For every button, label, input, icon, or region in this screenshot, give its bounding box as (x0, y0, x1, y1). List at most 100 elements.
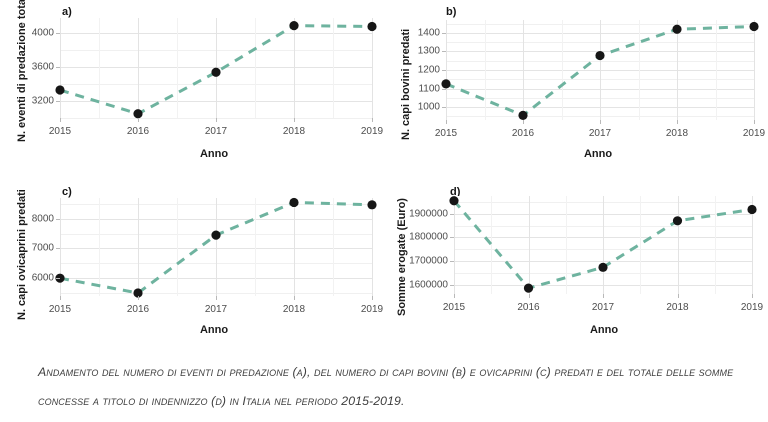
data-point (747, 204, 757, 215)
data-point (749, 21, 759, 32)
x-tick-label: 2015 (434, 128, 458, 139)
x-tick-label: 2017 (588, 128, 612, 139)
y-axis-title-c: N. capi ovicaprini predati (16, 189, 28, 320)
chart-panel-c: c) N. capi ovicaprini predati Anno 6000 7… (0, 174, 384, 348)
x-tick-mark (138, 118, 139, 122)
y-tick-label: 1400 (417, 27, 440, 39)
y-tick-mark (442, 32, 446, 34)
chart-panel-a: a) N. eventi di predazione totali Anno 3… (0, 0, 384, 174)
gridline-vertical (523, 20, 524, 120)
data-point (441, 79, 451, 89)
gridline-vertical-minor (255, 198, 256, 296)
x-tick-mark (528, 294, 530, 298)
data-series-a (55, 21, 377, 119)
x-tick-mark (523, 120, 524, 124)
y-tick-label: 1900000 (409, 208, 448, 220)
x-tick-label: 2019 (360, 304, 384, 315)
y-tick-label: 6000 (31, 272, 54, 284)
y-tick-label: 3200 (31, 95, 54, 107)
data-point (598, 262, 608, 272)
y-tick-mark (442, 107, 446, 109)
data-series-c (55, 197, 377, 298)
gridline-vertical-minor (333, 18, 334, 118)
data-point (367, 200, 377, 210)
y-tick-mark (442, 88, 446, 90)
panel-label-a: a) (62, 6, 72, 18)
x-tick-label: 2015 (48, 304, 72, 315)
x-tick-label: 2018 (282, 126, 306, 137)
y-tick-mark (450, 213, 454, 215)
data-point (211, 67, 221, 77)
plot-area-a (55, 18, 377, 119)
x-tick-label: 2019 (740, 302, 764, 313)
y-tick-mark (442, 51, 446, 53)
y-tick-label: 7000 (31, 242, 54, 254)
y-tick-mark (56, 101, 60, 103)
gridline-vertical (138, 198, 139, 296)
x-tick-label: 2018 (666, 302, 689, 313)
figure-caption: Andamento del numero di eventi di predaz… (38, 365, 734, 408)
y-tick-label: 4000 (31, 27, 54, 39)
data-series-d (449, 196, 757, 293)
y-tick-mark (56, 248, 60, 250)
data-point (289, 21, 299, 31)
data-point (672, 216, 683, 226)
data-point (367, 21, 377, 32)
x-tick-mark (294, 296, 295, 300)
panel-grid: a) N. eventi di predazione totali Anno 3… (0, 0, 768, 348)
x-tick-mark (600, 120, 601, 124)
data-point (449, 196, 459, 206)
gridline-vertical (60, 198, 61, 296)
data-point (672, 24, 682, 34)
x-tick-mark (138, 296, 139, 300)
data-point (133, 288, 143, 298)
x-tick-mark (60, 118, 61, 122)
gridline-vertical (752, 196, 753, 294)
gridline-vertical-minor (333, 198, 334, 296)
y-tick-mark (450, 237, 454, 239)
data-point (518, 110, 528, 120)
y-tick-label: 1700000 (409, 255, 448, 267)
x-tick-label: 2019 (360, 126, 384, 137)
gridline-vertical (372, 198, 373, 296)
x-tick-mark (754, 120, 755, 124)
data-point (55, 85, 65, 95)
x-axis-title-a: Anno (199, 148, 229, 160)
gridline-vertical-minor (491, 196, 493, 294)
plot-area-b (441, 20, 759, 120)
x-tick-label: 2018 (282, 304, 306, 315)
x-tick-mark (372, 296, 373, 300)
x-tick-label: 2017 (204, 126, 228, 137)
gridline-vertical (600, 20, 601, 120)
gridline-vertical (677, 196, 679, 294)
x-tick-label: 2016 (517, 302, 540, 313)
y-tick-mark (450, 260, 454, 262)
gridline-vertical-minor (255, 18, 256, 118)
data-point (211, 230, 221, 240)
x-tick-mark (216, 118, 217, 122)
y-tick-mark (56, 67, 60, 69)
y-tick-label: 3600 (31, 61, 54, 73)
chart-panel-d: d) Somme erogate (Euro) Anno 1600000 1700… (384, 174, 768, 348)
gridline-vertical-minor (99, 18, 100, 118)
x-tick-mark (603, 294, 604, 298)
y-tick-label: 1600000 (409, 279, 448, 291)
trend-line (59, 24, 373, 116)
gridline-vertical-minor (177, 18, 178, 118)
x-tick-mark (372, 118, 373, 122)
panel-label-d: d) (450, 186, 461, 198)
x-tick-label: 2017 (204, 304, 228, 315)
x-axis-title-d: Anno (589, 324, 619, 336)
gridline-vertical (677, 20, 678, 120)
gridline-vertical-minor (99, 198, 100, 296)
gridline-vertical (528, 196, 530, 294)
data-point (595, 50, 605, 61)
x-tick-mark (677, 294, 679, 298)
gridline-vertical (603, 196, 604, 294)
panel-label-c: c) (62, 186, 72, 198)
x-tick-label: 2017 (591, 302, 615, 313)
gridline-vertical-minor (565, 196, 567, 294)
gridline-vertical (60, 18, 61, 118)
data-point (289, 197, 299, 208)
